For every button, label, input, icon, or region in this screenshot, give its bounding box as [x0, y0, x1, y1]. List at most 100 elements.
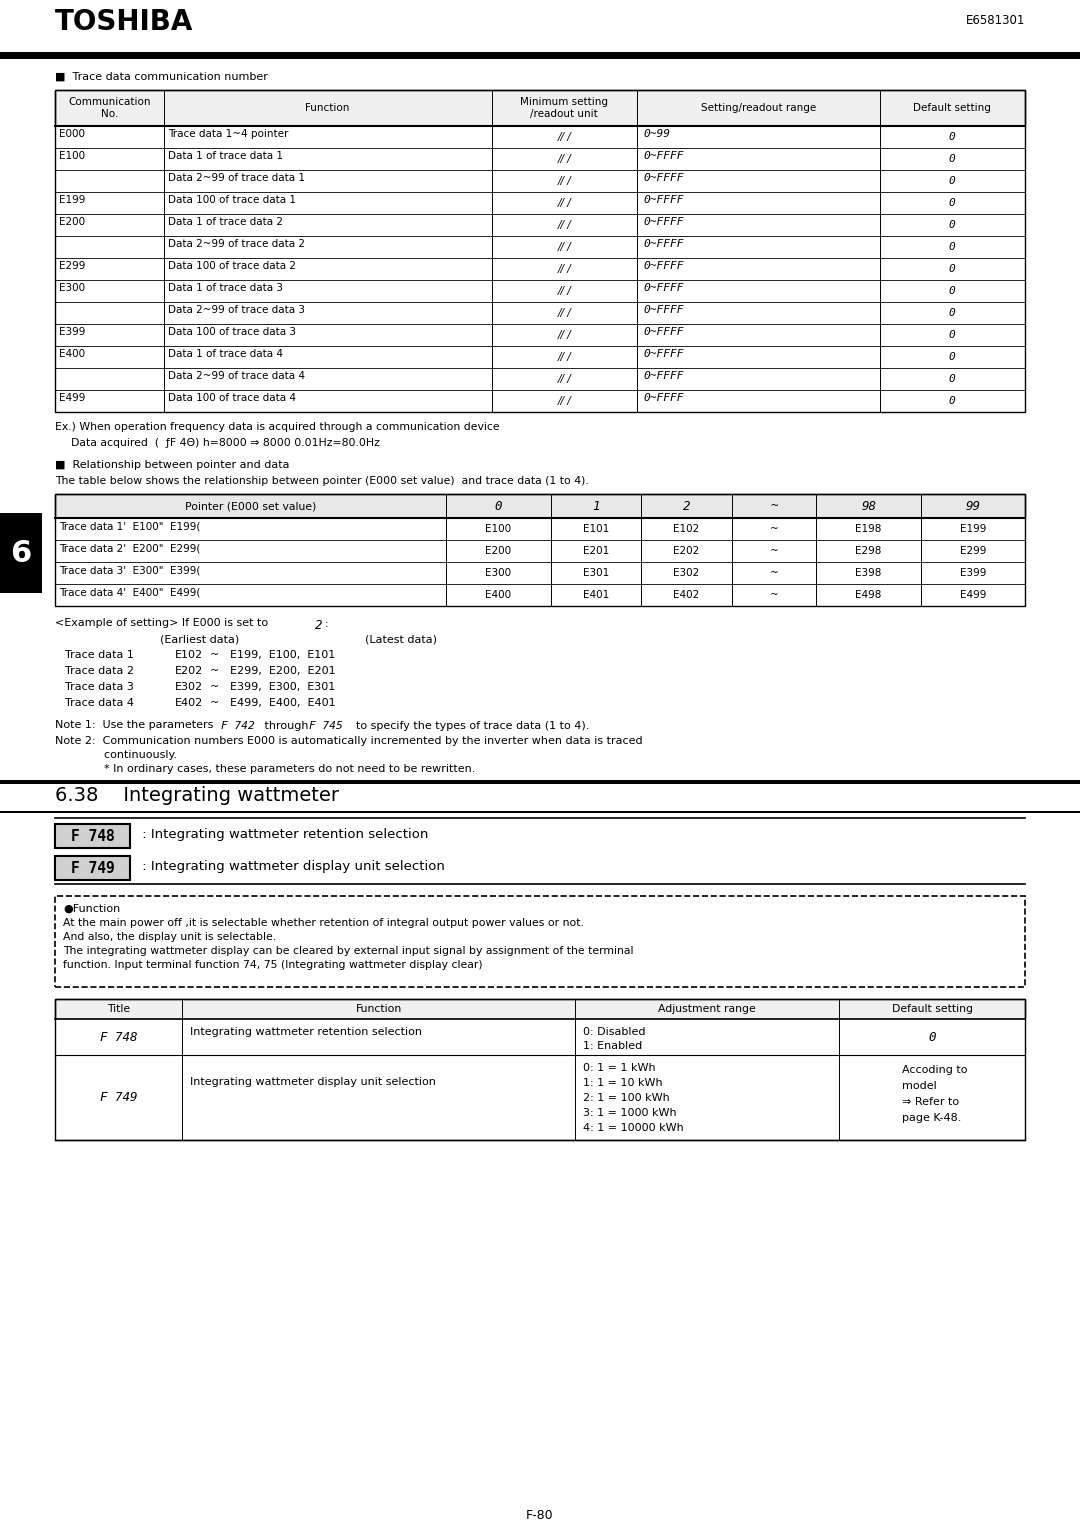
Text: E102: E102: [175, 650, 203, 660]
Text: Data 2~99 of trace data 2: Data 2~99 of trace data 2: [167, 239, 305, 250]
Text: Data 2~99 of trace data 3: Data 2~99 of trace data 3: [167, 305, 305, 316]
Text: Note 2:  Communication numbers E000 is automatically incremented by the inverter: Note 2: Communication numbers E000 is au…: [55, 735, 643, 746]
Text: At the main power off ,it is selectable whether retention of integral output pow: At the main power off ,it is selectable …: [63, 918, 584, 928]
Bar: [55, 562, 1025, 584]
Bar: [0, 780, 1080, 784]
Text: 0: 0: [949, 329, 956, 340]
Text: Default setting: Default setting: [892, 1003, 973, 1014]
Text: E300: E300: [485, 568, 512, 578]
Text: E100: E100: [485, 524, 512, 535]
Text: 0: 0: [949, 286, 956, 296]
Text: Data 100 of trace data 4: Data 100 of trace data 4: [167, 394, 296, 403]
Text: F 749: F 749: [99, 1091, 137, 1105]
Text: 0~FFFF: 0~FFFF: [643, 173, 684, 182]
Bar: [55, 1056, 1025, 1140]
Text: 0: Disabled: 0: Disabled: [583, 1026, 646, 1037]
Text: E302: E302: [674, 568, 700, 578]
Text: E199: E199: [960, 524, 986, 535]
Text: 0~FFFF: 0~FFFF: [643, 218, 684, 227]
Text: 4: 1 = 10000 kWh: 4: 1 = 10000 kWh: [583, 1123, 684, 1134]
Text: // /: // /: [557, 198, 571, 208]
Bar: [55, 999, 1025, 1140]
Text: E202: E202: [674, 545, 700, 556]
Text: // /: // /: [557, 286, 571, 296]
Text: 0~FFFF: 0~FFFF: [643, 326, 684, 337]
Text: 0: 0: [949, 374, 956, 385]
Text: Integrating wattmeter display unit selection: Integrating wattmeter display unit selec…: [190, 1077, 436, 1088]
Text: ~: ~: [770, 545, 779, 556]
Text: 0~FFFF: 0~FFFF: [643, 195, 684, 205]
Text: Integrating wattmeter retention selection: Integrating wattmeter retention selectio…: [190, 1026, 422, 1037]
Text: E499: E499: [59, 394, 85, 403]
Text: 0~FFFF: 0~FFFF: [643, 349, 684, 358]
Text: E399,  E300,  E301: E399, E300, E301: [230, 682, 335, 692]
Text: Communication
No.: Communication No.: [68, 97, 150, 119]
Text: E402: E402: [674, 590, 700, 601]
Text: to specify the types of trace data (1 to 4).: to specify the types of trace data (1 to…: [349, 722, 590, 731]
Text: Data 2~99 of trace data 4: Data 2~99 of trace data 4: [167, 371, 305, 381]
Text: E499: E499: [960, 590, 986, 601]
Text: 0~FFFF: 0~FFFF: [643, 152, 684, 161]
Text: Title: Title: [107, 1003, 130, 1014]
Bar: [55, 856, 130, 879]
Text: E299,  E200,  E201: E299, E200, E201: [230, 666, 336, 676]
Text: // /: // /: [557, 221, 571, 230]
Text: // /: // /: [557, 155, 571, 164]
Text: Adjustment range: Adjustment range: [659, 1003, 756, 1014]
Text: E398: E398: [855, 568, 881, 578]
Text: Data 1 of trace data 2: Data 1 of trace data 2: [167, 218, 283, 227]
Text: through: through: [261, 722, 312, 731]
Text: E102: E102: [674, 524, 700, 535]
Text: 0: 0: [949, 155, 956, 164]
Text: 0: 0: [949, 242, 956, 251]
Text: function. Input terminal function 74, 75 (Integrating wattmeter display clear): function. Input terminal function 74, 75…: [63, 961, 483, 970]
Bar: [55, 493, 1025, 607]
Text: TOSHIBA: TOSHIBA: [55, 8, 193, 35]
Text: * In ordinary cases, these parameters do not need to be rewritten.: * In ordinary cases, these parameters do…: [55, 764, 475, 774]
Text: // /: // /: [557, 374, 571, 385]
Text: Function: Function: [355, 1003, 402, 1014]
Bar: [55, 192, 1025, 214]
Text: ■  Trace data communication number: ■ Trace data communication number: [55, 72, 268, 83]
Text: E301: E301: [583, 568, 609, 578]
Text: Ex.) When operation frequency data is acquired through a communication device: Ex.) When operation frequency data is ac…: [55, 421, 500, 432]
Text: 98: 98: [861, 499, 876, 513]
Text: Trace data 1'  E100"  E199(: Trace data 1' E100" E199(: [59, 521, 201, 532]
Text: E199: E199: [59, 195, 85, 205]
Text: F 749: F 749: [70, 861, 114, 875]
Text: Data 1 of trace data 4: Data 1 of trace data 4: [167, 349, 283, 358]
Text: Minimum setting
/readout unit: Minimum setting /readout unit: [521, 97, 608, 119]
Text: Data acquired  (  ƒF 4Θ) h=8000 ⇒ 8000 0.01Hz=80.0Hz: Data acquired ( ƒF 4Θ) h=8000 ⇒ 8000 0.0…: [71, 438, 380, 447]
Text: :: :: [325, 619, 328, 630]
Text: E201: E201: [583, 545, 609, 556]
Bar: [55, 149, 1025, 170]
Bar: [55, 236, 1025, 257]
Text: E100: E100: [59, 152, 85, 161]
Text: E299: E299: [59, 260, 85, 271]
Text: // /: // /: [557, 264, 571, 274]
Bar: [55, 90, 1025, 126]
Bar: [55, 90, 1025, 412]
Text: The table below shows the relationship between pointer (E000 set value)  and tra: The table below shows the relationship b…: [55, 476, 589, 486]
Text: : Integrating wattmeter retention selection: : Integrating wattmeter retention select…: [138, 827, 429, 841]
Bar: [55, 493, 1025, 518]
Text: E298: E298: [855, 545, 881, 556]
Text: Data 100 of trace data 2: Data 100 of trace data 2: [167, 260, 296, 271]
Text: 6.38    Integrating wattmeter: 6.38 Integrating wattmeter: [55, 786, 339, 804]
Text: 0: 0: [949, 352, 956, 362]
Bar: [0, 513, 42, 593]
Text: Trace data 2: Trace data 2: [65, 666, 134, 676]
Text: 0: 0: [949, 176, 956, 185]
Text: 0: 1 = 1 kWh: 0: 1 = 1 kWh: [583, 1063, 656, 1072]
Text: model: model: [902, 1082, 937, 1091]
Text: : Integrating wattmeter display unit selection: : Integrating wattmeter display unit sel…: [138, 859, 445, 873]
Text: 0~FFFF: 0~FFFF: [643, 371, 684, 381]
Text: 6: 6: [11, 539, 31, 567]
Text: E499,  E400,  E401: E499, E400, E401: [230, 699, 336, 708]
Text: 1: 1 = 10 kWh: 1: 1 = 10 kWh: [583, 1079, 662, 1088]
Bar: [55, 323, 1025, 346]
Text: // /: // /: [557, 352, 571, 362]
Text: 0: 0: [949, 221, 956, 230]
Text: 0: 0: [949, 264, 956, 274]
Text: Accoding to: Accoding to: [902, 1065, 968, 1075]
